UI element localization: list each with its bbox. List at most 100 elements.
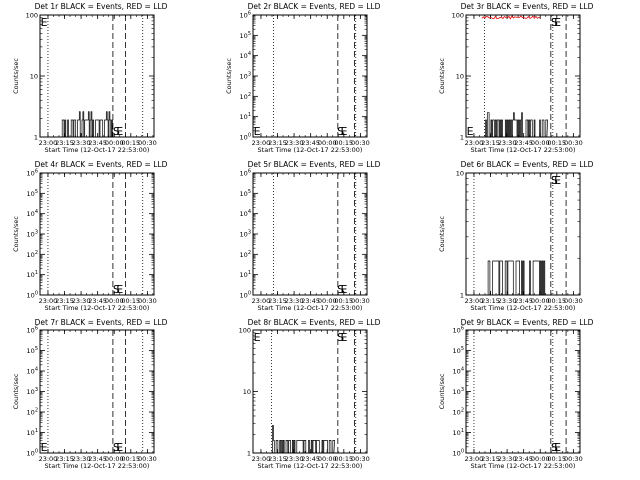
x-tick-label: 23:30 <box>285 297 304 305</box>
x-tick-label: 23:15 <box>481 455 500 463</box>
panel-det-3r: Det 3r BLACK = Events, RED = LLD23:0023:… <box>438 2 594 154</box>
marker-e: E <box>116 441 123 454</box>
x-tick-label: 00:30 <box>138 139 157 147</box>
y-axis-label: Counts/sec <box>12 373 20 409</box>
plot-frame <box>465 14 581 138</box>
x-tick-label: 23:45 <box>514 297 533 305</box>
marker-s: S <box>337 331 344 344</box>
x-tick-label: 23:45 <box>301 455 320 463</box>
x-tick-label: 00:15 <box>547 139 566 147</box>
panel-title: Det 4r BLACK = Events, RED = LLD <box>35 160 168 169</box>
x-tick-label: 23:45 <box>88 139 107 147</box>
y-axis-label: Counts/sec <box>225 58 233 94</box>
panel-det-5r: Det 5r BLACK = Events, RED = LLD23:0023:… <box>240 160 381 312</box>
events-trace <box>58 111 113 138</box>
x-tick-label: 00:30 <box>138 297 157 305</box>
marker-s: S <box>113 283 120 296</box>
y-tick-label: 101 <box>240 112 251 121</box>
x-tick-label: 00:15 <box>547 297 566 305</box>
panel-title: Det 7r BLACK = Events, RED = LLD <box>35 318 168 327</box>
y-tick-label: 104 <box>27 209 38 218</box>
y-tick-label: 104 <box>453 367 464 376</box>
x-tick-label: 23:30 <box>285 455 304 463</box>
plot-frame <box>252 14 368 138</box>
y-tick-label: 1 <box>460 134 464 142</box>
y-axis-label: Counts/sec <box>12 58 20 94</box>
marker-s: S <box>113 125 120 138</box>
x-tick-label: 23:00 <box>39 139 58 147</box>
marker-e: E <box>41 16 48 29</box>
x-tick-label: 00:15 <box>547 455 566 463</box>
y-tick-label: 103 <box>240 230 251 239</box>
x-tick-label: 23:15 <box>55 455 74 463</box>
x-tick-label: 00:30 <box>564 455 583 463</box>
panel-title: Det 6r BLACK = Events, RED = LLD <box>461 160 594 169</box>
panel-title: Det 1r BLACK = Events, RED = LLD <box>35 2 168 11</box>
y-tick-label: 101 <box>453 428 464 437</box>
y-tick-label: 100 <box>239 327 251 335</box>
y-tick-label: 100 <box>240 291 251 300</box>
marker-e: E <box>340 125 347 138</box>
marker-e: E <box>254 331 261 344</box>
y-tick-label: 105 <box>453 346 464 355</box>
x-tick-label: 00:15 <box>334 139 353 147</box>
y-axis-label: Counts/sec <box>438 58 446 94</box>
y-axis-label: Counts/sec <box>438 216 446 252</box>
x-tick-label: 23:15 <box>268 297 287 305</box>
x-tick-label: 23:00 <box>465 455 484 463</box>
x-tick-label: 23:00 <box>252 139 271 147</box>
y-tick-label: 100 <box>27 291 38 300</box>
marker-e: E <box>340 283 347 296</box>
lld-trace <box>481 15 541 20</box>
panel-det-7r: Det 7r BLACK = Events, RED = LLD23:0023:… <box>12 318 168 470</box>
y-tick-label: 100 <box>240 133 251 142</box>
y-tick-label: 105 <box>240 31 251 40</box>
x-tick-label: 23:15 <box>55 297 74 305</box>
y-tick-label: 104 <box>27 367 38 376</box>
y-tick-label: 104 <box>240 209 251 218</box>
y-tick-label: 1 <box>34 134 38 142</box>
x-tick-label: 23:15 <box>268 139 287 147</box>
y-tick-label: 100 <box>27 449 38 458</box>
x-tick-label: 23:15 <box>481 139 500 147</box>
panel-title: Det 3r BLACK = Events, RED = LLD <box>461 2 594 11</box>
x-axis-label: Start Time (12-Oct-17 22:53:00) <box>258 146 363 154</box>
y-tick-label: 104 <box>240 51 251 60</box>
x-tick-label: 00:15 <box>334 455 353 463</box>
x-tick-label: 23:30 <box>72 455 91 463</box>
x-tick-label: 23:30 <box>498 297 517 305</box>
plot-frame <box>252 329 368 454</box>
y-tick-label: 101 <box>27 270 38 279</box>
y-tick-label: 10 <box>243 388 251 396</box>
y-tick-label: 105 <box>27 346 38 355</box>
x-tick-label: 23:15 <box>268 455 287 463</box>
x-tick-label: 23:00 <box>252 297 271 305</box>
y-tick-label: 103 <box>453 387 464 396</box>
y-tick-label: 100 <box>452 12 464 20</box>
x-tick-label: 23:30 <box>72 139 91 147</box>
x-tick-label: 23:30 <box>72 297 91 305</box>
plot-frame <box>39 329 155 454</box>
x-tick-label: 23:15 <box>55 139 74 147</box>
panel-title: Det 2r BLACK = Events, RED = LLD <box>248 2 381 11</box>
y-tick-label: 106 <box>27 326 38 335</box>
marker-e: E <box>340 331 347 344</box>
x-tick-label: 00:30 <box>351 297 370 305</box>
x-axis-label: Start Time (12-Oct-17 22:53:00) <box>471 304 576 312</box>
y-tick-label: 103 <box>240 72 251 81</box>
panel-det-4r: Det 4r BLACK = Events, RED = LLD23:0023:… <box>12 160 168 312</box>
x-tick-label: 00:30 <box>138 455 157 463</box>
x-tick-label: 00:30 <box>351 139 370 147</box>
y-tick-label: 1 <box>247 450 251 458</box>
y-tick-label: 102 <box>27 250 38 259</box>
x-tick-label: 23:45 <box>301 297 320 305</box>
y-tick-label: 1 <box>460 292 464 300</box>
x-axis-label: Start Time (12-Oct-17 22:53:00) <box>45 146 150 154</box>
marker-e: E <box>116 125 123 138</box>
panel-det-6r: Det 6r BLACK = Events, RED = LLD 23:00 23:… <box>438 160 594 312</box>
x-tick-label: 23:00 <box>465 297 484 305</box>
y-axis-label: Counts/sec <box>438 373 446 409</box>
x-tick-label: 00:00 <box>318 139 337 147</box>
y-tick-label: 103 <box>27 387 38 396</box>
